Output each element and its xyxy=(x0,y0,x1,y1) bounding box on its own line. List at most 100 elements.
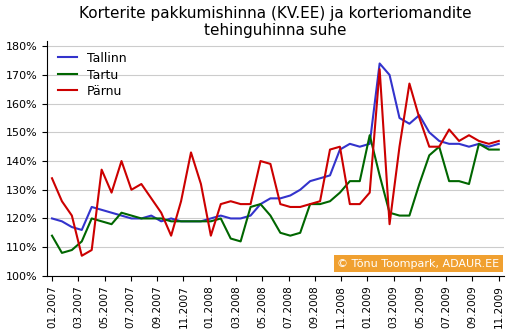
Tartu xyxy=(277,231,283,235)
Pärnu xyxy=(465,133,471,137)
Pärnu xyxy=(317,199,323,203)
Pärnu xyxy=(395,145,402,149)
Tallinn xyxy=(89,205,95,209)
Tartu xyxy=(197,219,204,223)
Tallinn xyxy=(306,179,313,183)
Pärnu xyxy=(148,196,154,200)
Pärnu xyxy=(128,188,134,192)
Pärnu xyxy=(435,145,441,149)
Tallinn xyxy=(78,228,84,232)
Tallinn xyxy=(356,145,362,149)
Pärnu xyxy=(187,150,193,154)
Tallinn xyxy=(336,148,343,152)
Tartu xyxy=(317,202,323,206)
Tallinn xyxy=(277,196,283,200)
Pärnu xyxy=(445,128,451,132)
Pärnu xyxy=(257,159,263,163)
Tallinn xyxy=(297,188,303,192)
Tallinn xyxy=(455,142,461,146)
Tartu xyxy=(178,219,184,223)
Tartu xyxy=(475,142,481,146)
Pärnu xyxy=(415,116,421,120)
Tartu xyxy=(207,219,213,223)
Tallinn xyxy=(406,122,412,126)
Tallinn xyxy=(435,139,441,143)
Tartu xyxy=(287,234,293,238)
Pärnu xyxy=(227,199,233,203)
Tartu xyxy=(406,213,412,217)
Tallinn xyxy=(386,73,392,77)
Tallinn xyxy=(207,216,213,220)
Pärnu xyxy=(89,248,95,252)
Pärnu xyxy=(49,176,55,180)
Line: Tallinn: Tallinn xyxy=(52,63,498,230)
Tallinn xyxy=(168,216,174,220)
Pärnu xyxy=(78,254,84,258)
Pärnu xyxy=(207,234,213,238)
Tallinn xyxy=(247,213,253,217)
Tartu xyxy=(415,182,421,186)
Tartu xyxy=(267,213,273,217)
Pärnu xyxy=(59,199,65,203)
Tartu xyxy=(49,234,55,238)
Tallinn xyxy=(475,142,481,146)
Tartu xyxy=(395,213,402,217)
Tartu xyxy=(455,179,461,183)
Tallinn xyxy=(257,202,263,206)
Tallinn xyxy=(485,145,491,149)
Tartu xyxy=(118,211,124,215)
Tartu xyxy=(346,179,352,183)
Tallinn xyxy=(118,213,124,217)
Tallinn xyxy=(138,216,144,220)
Pärnu xyxy=(406,81,412,86)
Tallinn xyxy=(69,225,75,229)
Pärnu xyxy=(475,139,481,143)
Tallinn xyxy=(158,219,164,223)
Tartu xyxy=(465,182,471,186)
Tallinn xyxy=(317,176,323,180)
Tallinn xyxy=(376,61,382,65)
Pärnu xyxy=(485,142,491,146)
Pärnu xyxy=(69,213,75,217)
Tartu xyxy=(495,148,501,152)
Tartu xyxy=(148,216,154,220)
Tallinn xyxy=(178,219,184,223)
Tallinn xyxy=(187,219,193,223)
Tallinn xyxy=(267,196,273,200)
Pärnu xyxy=(346,202,352,206)
Tartu xyxy=(247,205,253,209)
Tartu xyxy=(128,213,134,217)
Text: © Tõnu Toompark, ADAUR.EE: © Tõnu Toompark, ADAUR.EE xyxy=(336,259,498,269)
Pärnu xyxy=(495,139,501,143)
Pärnu xyxy=(138,182,144,186)
Tartu xyxy=(168,219,174,223)
Tallinn xyxy=(197,219,204,223)
Pärnu xyxy=(287,205,293,209)
Title: Korterite pakkumishinna (KV.EE) ja korteriomandite
tehinguhinna suhe: Korterite pakkumishinna (KV.EE) ja korte… xyxy=(79,6,471,38)
Tallinn xyxy=(227,216,233,220)
Pärnu xyxy=(426,145,432,149)
Pärnu xyxy=(326,148,332,152)
Pärnu xyxy=(247,202,253,206)
Tallinn xyxy=(98,208,104,212)
Tartu xyxy=(69,248,75,252)
Pärnu xyxy=(366,191,372,195)
Tartu xyxy=(98,219,104,223)
Tallinn xyxy=(465,145,471,149)
Tartu xyxy=(138,216,144,220)
Tallinn xyxy=(287,193,293,197)
Pärnu xyxy=(237,202,243,206)
Tallinn xyxy=(366,142,372,146)
Tartu xyxy=(376,173,382,177)
Tallinn xyxy=(108,211,115,215)
Tallinn xyxy=(59,219,65,223)
Tallinn xyxy=(346,142,352,146)
Tartu xyxy=(217,216,223,220)
Pärnu xyxy=(217,202,223,206)
Legend: Tallinn, Tartu, Pärnu: Tallinn, Tartu, Pärnu xyxy=(53,47,131,103)
Tallinn xyxy=(445,142,451,146)
Tartu xyxy=(326,199,332,203)
Tartu xyxy=(297,231,303,235)
Tallinn xyxy=(49,216,55,220)
Tartu xyxy=(485,148,491,152)
